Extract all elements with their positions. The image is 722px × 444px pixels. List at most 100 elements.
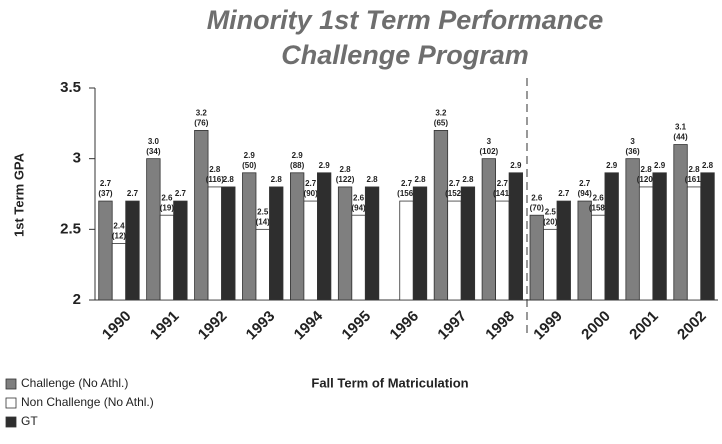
bar [173,200,188,301]
bar [399,200,414,301]
value-label: 2.7 [449,179,461,188]
bar [242,172,257,301]
bar [591,214,606,301]
bar [98,200,113,301]
count-label: (102) [480,147,499,156]
count-label: (88) [290,161,305,170]
value-label: 2.9 [319,161,331,170]
value-label: 2.8 [688,165,700,174]
legend-swatch [5,397,17,409]
value-label: 2.7 [127,189,139,198]
count-label: (36) [625,147,640,156]
value-label: 2.8 [223,175,235,184]
x-tick-label: 1990 [99,308,135,344]
count-label: (161) [685,175,704,184]
bar [577,200,592,301]
value-label: 2.7 [579,179,591,188]
value-label: 2.8 [414,175,426,184]
bar [652,172,667,301]
x-tick-label: 1997 [434,308,470,344]
value-label: 2.7 [175,189,187,198]
x-tick-label: 2002 [674,308,710,344]
value-label: 2.6 [161,193,173,202]
x-tick-label: 1991 [147,308,183,344]
count-label: (94) [578,189,593,198]
bar [255,228,270,301]
value-label: 2.6 [531,193,543,202]
bar [337,186,353,301]
count-label: (90) [304,189,319,198]
bar [412,186,428,301]
legend-label: Non Challenge (No Athl.) [21,395,154,409]
count-label: (12) [112,232,127,241]
value-label: 2.7 [100,179,112,188]
bar [317,172,332,301]
bar [700,172,715,301]
x-tick-label: 1995 [339,308,375,344]
value-label: 2.8 [271,175,283,184]
count-label: (20) [543,217,558,226]
x-tick-label: 1993 [243,308,279,344]
count-label: (116) [206,175,225,184]
bar [111,243,127,301]
count-label: (70) [530,203,545,212]
chart-title: Challenge Program [281,40,529,70]
count-label: (94) [351,203,366,212]
bar [508,172,523,301]
value-label: 2.6 [353,193,365,202]
value-label: 2.8 [367,175,379,184]
x-tick-label: 1999 [530,308,566,344]
count-label: (50) [242,161,257,170]
bar [460,186,476,301]
x-tick-label: 1992 [195,308,231,344]
value-label: 2.7 [497,179,509,188]
count-label: (158) [589,203,608,212]
value-label: 2.9 [654,161,666,170]
count-label: (156) [397,189,416,198]
value-label: 2.7 [558,189,570,198]
value-label: 2.8 [209,165,221,174]
value-label: 2.8 [340,165,352,174]
value-label: 2.8 [641,165,653,174]
bar [207,186,222,301]
bar [290,172,305,301]
x-tick-label: 1994 [291,307,327,343]
count-label: (37) [98,189,113,198]
y-tick-label: 2.5 [60,220,81,237]
y-tick-label: 2 [73,291,81,308]
count-label: (19) [160,203,175,212]
bar [481,158,496,301]
bar [159,214,175,301]
count-label: (141) [493,189,512,198]
x-tick-label: 1996 [387,308,423,344]
value-label: 2.8 [462,175,474,184]
value-label: 2.9 [510,161,522,170]
value-label: 2.9 [244,151,256,160]
x-tick-label: 1998 [482,308,518,344]
bar [529,214,544,301]
value-label: 3 [630,137,635,146]
value-label: 3 [487,137,492,146]
y-tick-label: 3 [73,150,81,167]
bar [351,214,366,301]
value-label: 2.5 [545,207,557,216]
bar [686,186,702,301]
legend-swatch [5,416,17,428]
value-label: 3.2 [196,109,208,118]
count-label: (14) [256,217,271,226]
legend-label: Challenge (No Athl.) [21,376,128,390]
x-axis-label: Fall Term of Matriculation [311,375,468,390]
bar [447,200,462,301]
count-label: (120) [637,175,656,184]
bar [638,186,654,301]
value-label: 2.7 [305,179,317,188]
bar [673,144,688,301]
count-label: (34) [146,147,161,156]
bar [221,186,236,301]
chart-title: Minority 1st Term Performance [207,5,604,35]
y-axis-label: 1st Term GPA [11,152,26,237]
value-label: 2.7 [401,179,413,188]
legend-swatch [5,378,17,390]
bar [269,186,284,301]
